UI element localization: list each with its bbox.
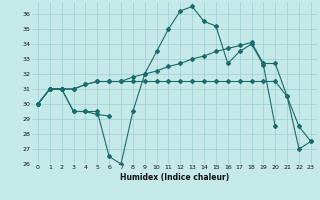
X-axis label: Humidex (Indice chaleur): Humidex (Indice chaleur) (120, 173, 229, 182)
